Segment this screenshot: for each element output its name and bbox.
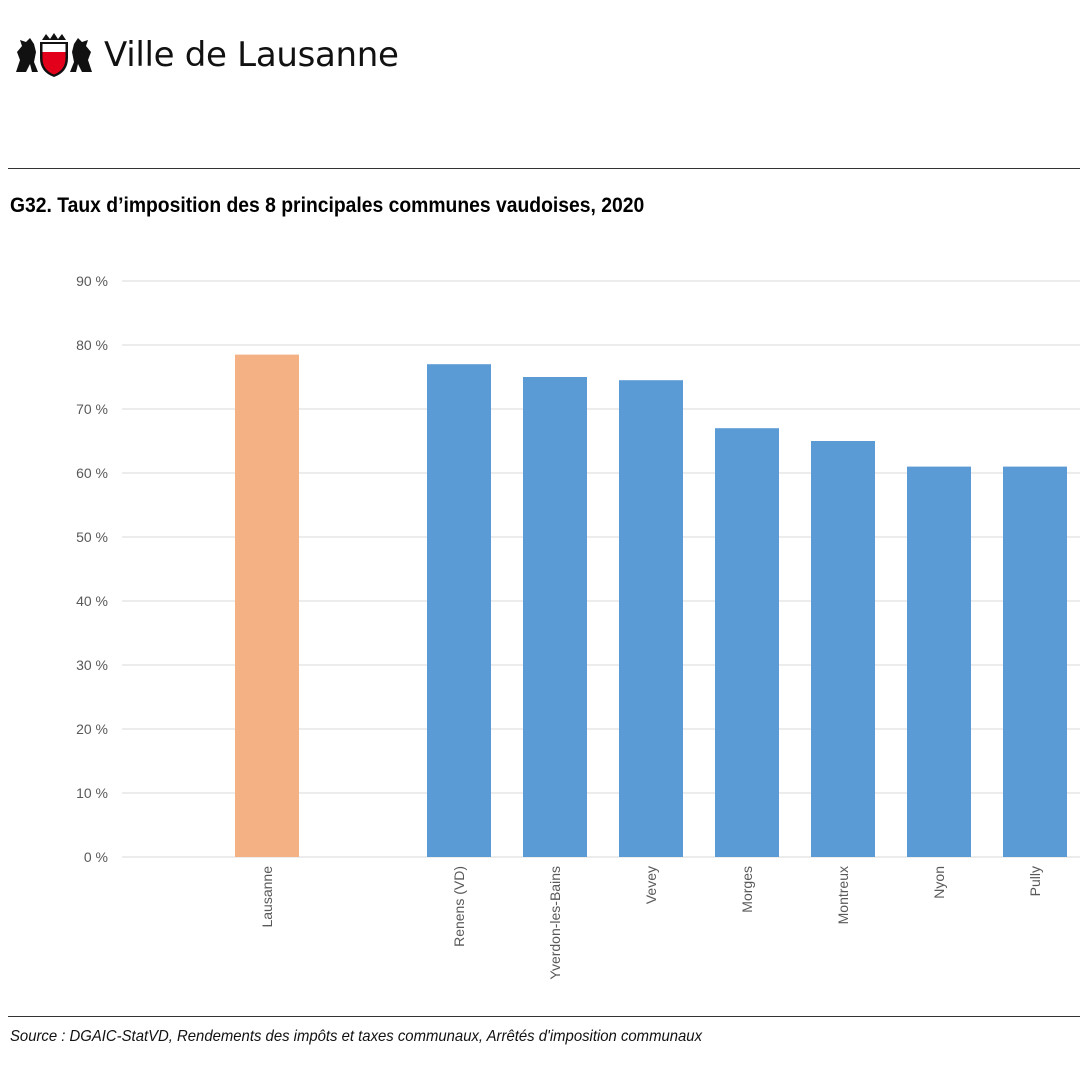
x-tick-label: Nyon (931, 866, 947, 899)
brand-name: Ville de Lausanne (104, 35, 399, 75)
lausanne-coat-of-arms-icon (16, 33, 92, 77)
bar (715, 428, 779, 857)
x-tick-label: Vevey (643, 866, 659, 904)
bar (523, 377, 587, 857)
x-tick-label: Renens (VD) (451, 866, 467, 947)
y-tick-label: 70 % (76, 401, 108, 417)
bar (907, 466, 971, 857)
y-tick-label: 10 % (76, 785, 108, 801)
y-tick-label: 40 % (76, 593, 108, 609)
bar (1003, 466, 1067, 857)
y-tick-label: 60 % (76, 465, 108, 481)
x-tick-label: Lausanne (259, 866, 275, 928)
x-tick-label: Montreux (835, 866, 851, 924)
bar (427, 364, 491, 857)
x-tick-label: Pully (1027, 866, 1043, 896)
y-tick-label: 20 % (76, 721, 108, 737)
source-note: Source : DGAIC-StatVD, Rendements des im… (10, 1028, 703, 1045)
bar-chart: 0 % 10 % 20 % 30 % 40 % 50 % 60 % 70 % 80 % 90 % L… (76, 273, 1080, 980)
bottom-divider (8, 1016, 1080, 1017)
bar (811, 441, 875, 857)
y-tick-label: 30 % (76, 657, 108, 673)
x-tick-label: Morges (739, 866, 755, 913)
bar (235, 354, 299, 857)
y-tick-label: 80 % (76, 337, 108, 353)
bar (619, 380, 683, 857)
chart-title: G32. Taux d’imposition des 8 principales… (10, 194, 645, 217)
y-tick-label: 90 % (76, 273, 108, 289)
top-divider (8, 168, 1080, 169)
y-tick-label: 0 % (84, 849, 108, 865)
y-tick-label: 50 % (76, 529, 108, 545)
header: Ville de Lausanne (14, 30, 399, 80)
x-tick-label: Yverdon-les-Bains (547, 866, 563, 980)
